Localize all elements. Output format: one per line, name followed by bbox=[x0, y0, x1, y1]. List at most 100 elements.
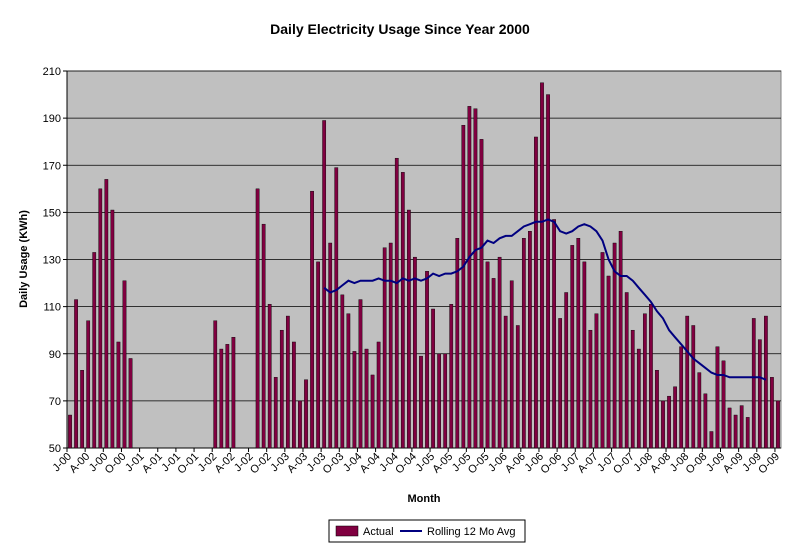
bar-actual bbox=[558, 318, 563, 449]
bar-actual bbox=[636, 348, 641, 449]
bar-actual bbox=[431, 308, 435, 449]
bar-actual bbox=[213, 320, 218, 449]
bar-actual bbox=[751, 318, 756, 449]
bar-actual bbox=[225, 344, 230, 449]
y-tick-label: 170 bbox=[43, 160, 61, 172]
bar-actual bbox=[292, 341, 296, 449]
bar-actual bbox=[455, 238, 460, 449]
bar-actual bbox=[739, 405, 744, 449]
bar-actual bbox=[68, 414, 72, 449]
bar-actual bbox=[594, 313, 599, 449]
bar-actual bbox=[630, 329, 635, 449]
bar-actual bbox=[491, 278, 496, 449]
bar-actual bbox=[776, 400, 780, 449]
bar-actual bbox=[413, 256, 417, 449]
bar-actual bbox=[261, 223, 266, 449]
bar-actual bbox=[340, 294, 345, 449]
bar-actual bbox=[697, 372, 702, 449]
bar-actual bbox=[298, 400, 302, 449]
bar-actual bbox=[540, 82, 544, 449]
bar-actual bbox=[582, 261, 587, 449]
bar-actual bbox=[612, 242, 617, 449]
x-axis-title: Month bbox=[408, 493, 441, 505]
bar-actual bbox=[425, 271, 429, 449]
y-tick-label: 150 bbox=[43, 207, 61, 219]
line-series-rolling-avg bbox=[323, 218, 767, 381]
bar-actual bbox=[667, 395, 671, 449]
legend: Actual Rolling 12 Mo Avg bbox=[328, 519, 526, 543]
bar-actual bbox=[473, 108, 478, 449]
bar-actual bbox=[358, 299, 363, 449]
bar-actual bbox=[685, 315, 690, 449]
y-tick-label: 50 bbox=[49, 443, 61, 455]
bar-actual bbox=[515, 325, 520, 449]
bar-actual bbox=[80, 370, 84, 449]
x-tick-label: O-09 bbox=[756, 451, 782, 477]
bar-actual bbox=[328, 242, 333, 449]
bar-actual bbox=[503, 315, 508, 449]
bar-actual bbox=[534, 136, 538, 449]
bar-actual bbox=[86, 320, 91, 449]
bar-actual bbox=[400, 172, 405, 449]
bar-actual bbox=[546, 94, 550, 449]
bar-actual bbox=[376, 341, 381, 449]
bar-actual bbox=[74, 299, 78, 449]
bar-actual bbox=[721, 360, 726, 449]
bar-actual bbox=[231, 337, 236, 449]
bar-actual bbox=[98, 188, 103, 449]
bar-actual bbox=[661, 400, 665, 449]
bar-actual bbox=[334, 167, 339, 449]
bar-actual bbox=[255, 188, 260, 449]
bar-actual bbox=[122, 280, 127, 449]
y-tick-label: 210 bbox=[43, 66, 61, 78]
line-rolling-avg bbox=[323, 218, 767, 381]
bar-actual bbox=[521, 238, 526, 449]
bar-actual bbox=[576, 238, 581, 449]
bar-actual bbox=[757, 339, 762, 449]
bar-actual bbox=[570, 245, 575, 449]
bar-actual bbox=[388, 242, 393, 449]
bar-actual bbox=[304, 379, 308, 449]
bar-actual bbox=[485, 261, 490, 449]
legend-label-actual: Actual bbox=[363, 526, 394, 538]
bar-actual bbox=[316, 261, 320, 449]
bar-actual bbox=[407, 209, 411, 449]
y-tick-label: 130 bbox=[43, 255, 61, 267]
bar-actual bbox=[703, 393, 708, 449]
bar-actual bbox=[364, 348, 369, 449]
bar-actual bbox=[673, 386, 677, 449]
bar-actual bbox=[624, 292, 629, 449]
bar-actual bbox=[600, 252, 605, 449]
bar-actual bbox=[461, 124, 466, 449]
bar-actual bbox=[497, 256, 502, 449]
legend-swatch-actual bbox=[335, 525, 359, 537]
bar-actual bbox=[552, 219, 556, 449]
legend-label-rolling-avg: Rolling 12 Mo Avg bbox=[427, 526, 515, 538]
chart-title: Daily Electricity Usage Since Year 2000 bbox=[270, 21, 530, 37]
bar-actual bbox=[649, 304, 653, 449]
bar-actual bbox=[449, 304, 454, 449]
x-axis-ticks: J-00A-00J-00O-00J-01A-01J-01O-01J-02A-02… bbox=[51, 448, 782, 477]
y-tick-label: 110 bbox=[43, 302, 61, 314]
bar-actual bbox=[437, 353, 441, 449]
bar-actual bbox=[394, 157, 399, 449]
bar-actual bbox=[322, 120, 327, 449]
y-axis-ticks: 50 70 90 110 130 150 170 190 210 bbox=[43, 66, 67, 455]
bar-actual bbox=[279, 329, 284, 449]
bar-actual bbox=[267, 304, 272, 449]
bar-actual bbox=[564, 292, 569, 449]
bar-actual bbox=[419, 355, 423, 449]
y-tick-label: 190 bbox=[43, 113, 61, 125]
y-axis-title: Daily Usage (KWh) bbox=[18, 210, 30, 308]
bar-actual bbox=[528, 231, 532, 449]
bar-actual bbox=[110, 209, 115, 449]
bar-actual bbox=[745, 417, 750, 449]
bar-actual bbox=[352, 351, 357, 449]
bar-actual bbox=[715, 346, 720, 449]
bar-actual bbox=[92, 252, 97, 449]
bar-actual bbox=[727, 407, 732, 449]
bar-actual bbox=[733, 414, 738, 449]
bar-actual bbox=[479, 139, 484, 449]
bar-actual bbox=[642, 313, 647, 449]
bar-actual bbox=[655, 370, 659, 449]
